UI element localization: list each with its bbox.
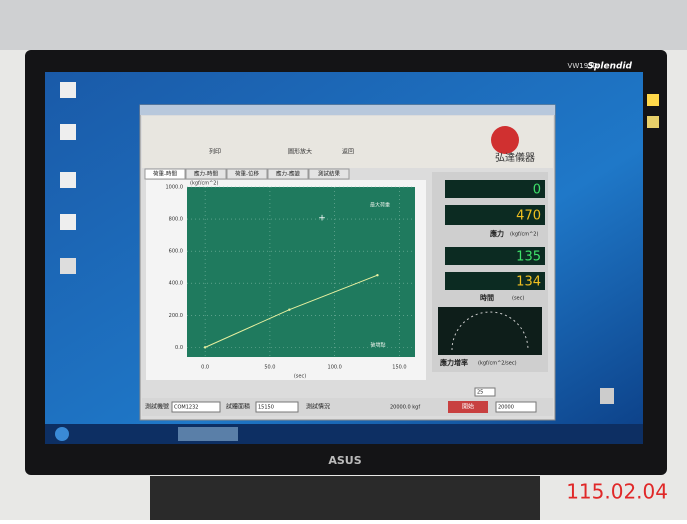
title-bar <box>140 105 555 115</box>
icon[interactable] <box>647 94 659 106</box>
monitor-brand: ASUS <box>328 454 361 467</box>
tab-label: 測試結果 <box>318 170 341 178</box>
tab[interactable] <box>144 168 186 180</box>
x-axis-label: (sec) <box>294 374 306 380</box>
toolbar-button[interactable]: 返回 <box>342 149 354 156</box>
x-tick-label: 0.0 <box>201 365 209 371</box>
tab-label: 應力-時間 <box>194 170 218 178</box>
annotation-marker: + <box>318 214 326 224</box>
time-label: 時間 <box>480 293 494 302</box>
y-tick-label: 800.0 <box>169 217 183 223</box>
taskbar <box>45 424 643 444</box>
recycle-bin[interactable] <box>600 388 614 404</box>
tab[interactable] <box>308 168 350 180</box>
y-tick-label: 0.0 <box>175 345 183 351</box>
toolbar <box>142 116 553 168</box>
monitor-logo: Splendid <box>588 62 633 72</box>
readout-box <box>445 272 545 290</box>
y-axis-label: (kgf/cm^2) <box>190 181 218 187</box>
start-button[interactable] <box>55 427 69 441</box>
rate-input[interactable] <box>474 387 496 397</box>
tabs: 荷重-時間 應力-時間 荷重-位移 應力-應變 測試結果 <box>144 168 350 180</box>
toolbar-button[interactable]: 列印 <box>209 148 221 156</box>
tab-label: 荷重-時間 <box>153 170 177 178</box>
tab[interactable] <box>226 168 268 180</box>
area-label: 試體面積 <box>226 403 250 411</box>
time-readout: 135 <box>516 250 541 265</box>
x-tick-label: 100.0 <box>328 365 342 371</box>
readout-box <box>445 205 545 225</box>
load-readout: 0 <box>533 183 541 198</box>
start-label: 開始 <box>462 403 474 411</box>
start-button[interactable] <box>448 401 488 413</box>
tab-label: 應力-應變 <box>276 170 300 178</box>
readout-box <box>445 247 545 265</box>
stand <box>150 476 540 520</box>
time-readout: 134 <box>516 275 541 290</box>
y-tick-label: 400.0 <box>169 281 183 287</box>
y-tick-label: 1000.0 <box>166 185 184 191</box>
desktop-icons <box>60 82 659 404</box>
annotation: 最大荷重 <box>370 202 390 209</box>
data-point <box>288 308 291 311</box>
machine-select[interactable] <box>171 401 221 413</box>
company-name: 弘達儀器 <box>495 151 535 164</box>
rate-label: 應力增率 <box>439 358 468 367</box>
time-unit: (sec) <box>512 296 524 302</box>
icon[interactable] <box>647 116 659 128</box>
data-point <box>203 346 207 349</box>
stress-unit: (kgf/cm^2) <box>510 232 538 238</box>
rate-setting: 25 <box>477 390 483 396</box>
photo-date-stamp: 115.02.04 <box>566 480 668 504</box>
icon[interactable] <box>60 172 76 188</box>
max-value: 20000 <box>498 405 514 411</box>
y-tick-label: 200.0 <box>169 313 183 319</box>
area-input[interactable] <box>255 401 299 413</box>
gauge-dial <box>451 311 529 351</box>
plot-area <box>187 187 415 357</box>
company-logo <box>491 126 519 154</box>
tab[interactable] <box>267 168 309 180</box>
machine-value: COM1232 <box>174 405 198 411</box>
gauge <box>438 307 542 355</box>
stress-label: 應力 <box>489 229 504 238</box>
chart: (kgf/cm^2) (sec) 0.0 200.0 400.0 600.0 800.0 10… <box>166 181 415 380</box>
icon[interactable] <box>60 258 76 274</box>
max-input[interactable] <box>495 401 537 413</box>
taskbar-item[interactable] <box>178 427 238 441</box>
x-tick-label: 50.0 <box>264 365 275 371</box>
monitor-model: VW193D <box>568 62 598 70</box>
tab[interactable] <box>185 168 227 180</box>
icon[interactable] <box>60 124 76 140</box>
icon[interactable] <box>60 214 76 230</box>
data-point <box>376 274 379 277</box>
rate-unit: (kgf/cm^2/sec) <box>478 361 517 367</box>
capacity: 20000.0 kgf <box>390 405 420 411</box>
readout-box <box>445 180 545 198</box>
stress-readout: 470 <box>516 209 541 224</box>
toolbar-button[interactable]: 圖形放大 <box>288 148 312 156</box>
tab-label: 荷重-位移 <box>235 170 259 178</box>
wall <box>0 0 687 50</box>
icon[interactable] <box>60 82 76 98</box>
machine-label: 測試機號 <box>145 403 169 411</box>
y-tick-label: 600.0 <box>169 249 183 255</box>
x-tick-label: 150.0 <box>392 365 406 371</box>
annotation: 破壞點 <box>370 342 385 349</box>
area-value: 15150 <box>258 405 274 411</box>
status-label: 測試情況 <box>306 403 330 411</box>
